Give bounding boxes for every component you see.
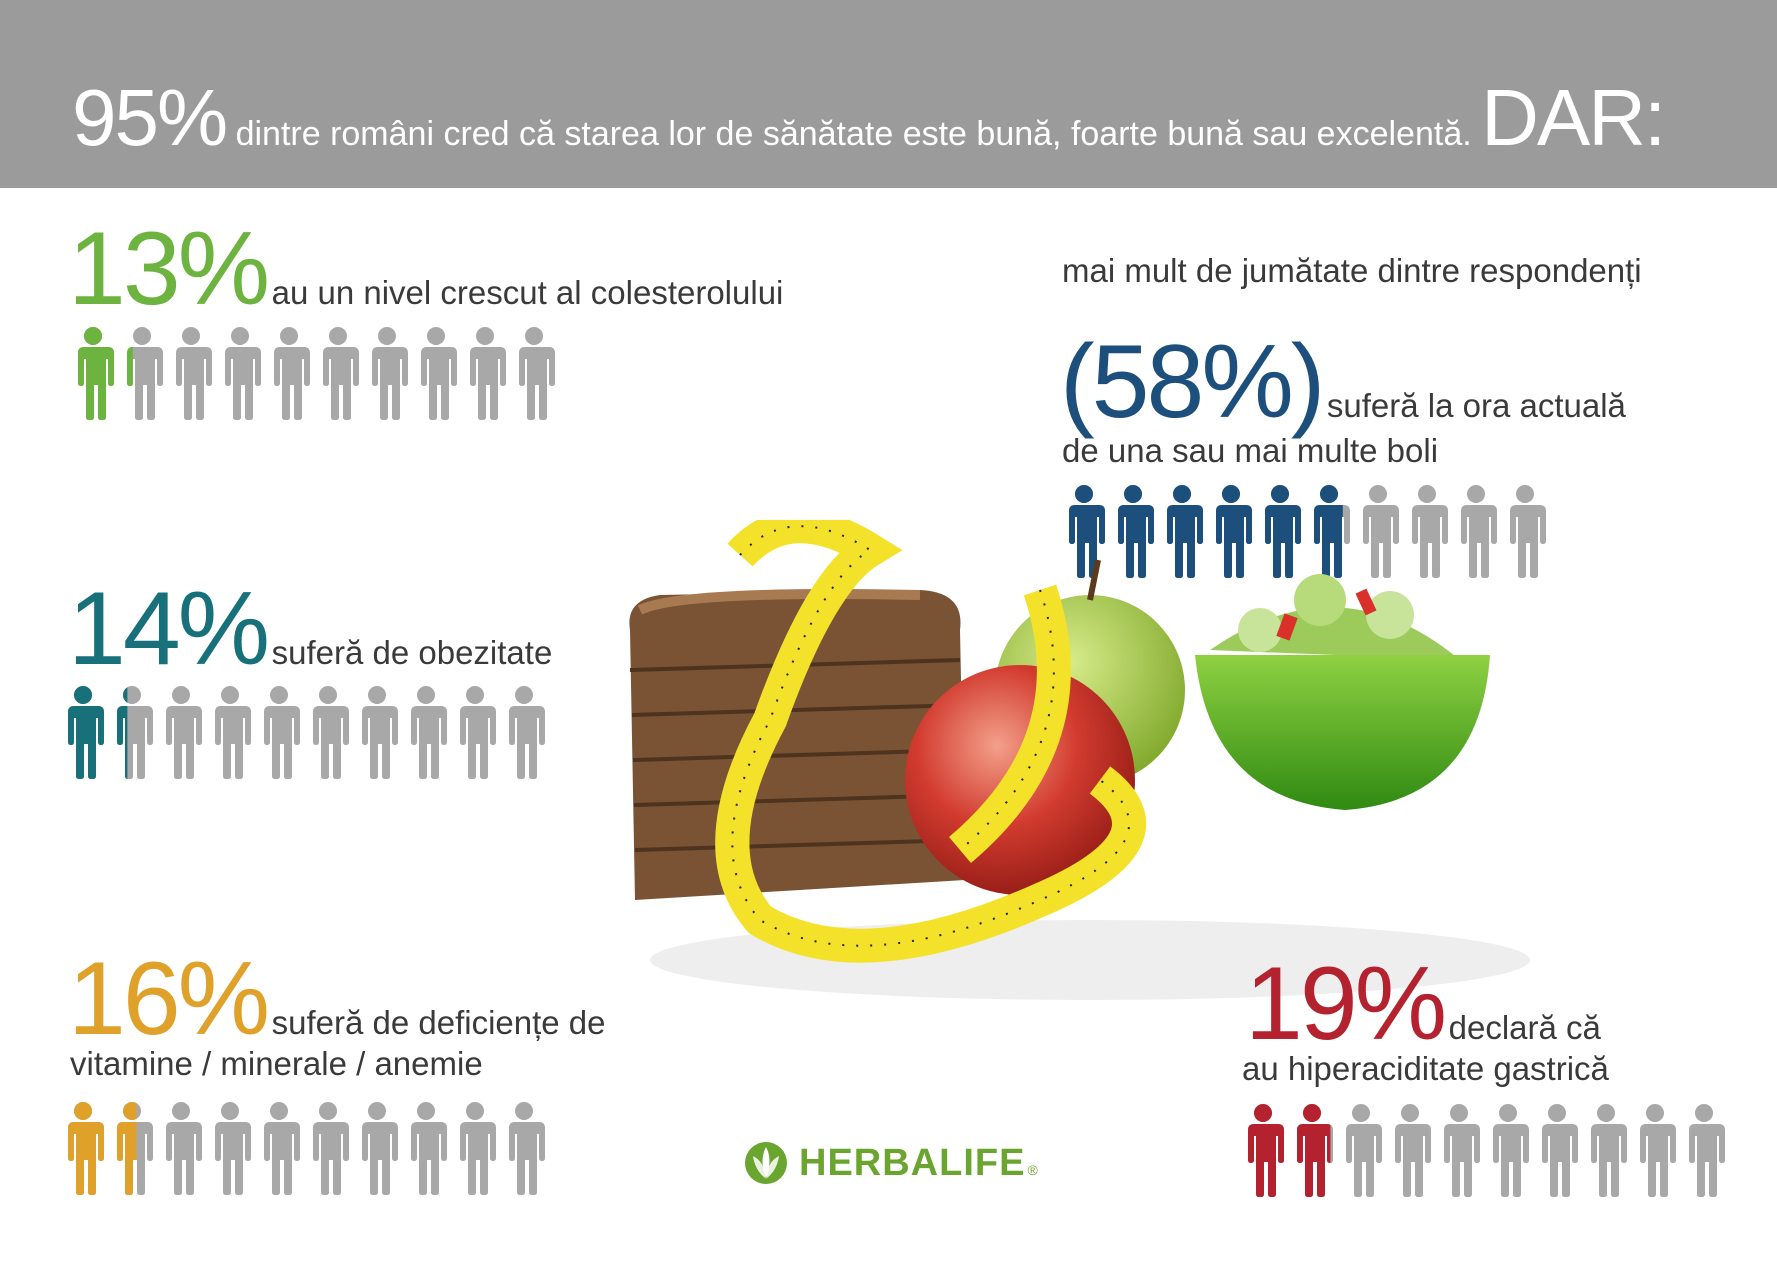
person-icon	[176, 327, 212, 420]
person-icon	[68, 686, 104, 779]
person-icon	[117, 1102, 153, 1195]
person-icon	[460, 1102, 496, 1195]
person-icon	[1265, 485, 1301, 578]
person-icon	[1395, 1104, 1431, 1197]
person-icon	[411, 1102, 447, 1195]
person-icon	[519, 327, 555, 420]
person-icon	[1216, 485, 1252, 578]
person-icon	[323, 327, 359, 420]
person-icon	[509, 1102, 545, 1195]
herbalife-logo: HERBALIFE ®	[743, 1140, 1038, 1186]
person-icon	[1069, 485, 1105, 578]
stat-percentage: 14%	[68, 571, 270, 687]
people-row-deficiency	[60, 1100, 547, 1196]
person-icon	[264, 1102, 300, 1195]
person-icon	[1314, 485, 1350, 578]
logo-text: HERBALIFE	[799, 1141, 1026, 1184]
person-icon	[1346, 1104, 1382, 1197]
person-icon	[313, 1102, 349, 1195]
people-row-acidity	[1240, 1102, 1727, 1198]
header-text: dintre români cred că starea lor de sănă…	[226, 115, 1482, 153]
person-icon	[1118, 485, 1154, 578]
stat-text: suferă de obezitate	[271, 634, 553, 671]
people-row-cholesterol	[70, 325, 557, 421]
stat-percentage: 16%	[68, 941, 270, 1057]
stat-diseases: (58%) suferă la ora actuală	[1060, 323, 1626, 442]
person-icon	[166, 686, 202, 779]
person-icon	[274, 327, 310, 420]
person-icon	[460, 686, 496, 779]
stat-cholesterol: 13% au un nivel crescut al colesterolulu…	[68, 210, 783, 329]
person-icon	[264, 686, 300, 779]
person-icon	[1493, 1104, 1529, 1197]
person-icon	[313, 686, 349, 779]
person-icon	[1167, 485, 1203, 578]
logo-registered-mark: ®	[1027, 1162, 1038, 1178]
stat-deficiency-line2: vitamine / minerale / anemie	[70, 1045, 483, 1082]
stat-percentage: 13%	[68, 211, 270, 327]
person-icon	[411, 686, 447, 779]
person-icon	[470, 327, 506, 420]
people-row-diseases	[1061, 483, 1548, 579]
header-tail: DAR:	[1481, 73, 1666, 162]
person-icon	[1412, 485, 1448, 578]
stat-text: suferă de deficiențe de	[271, 1004, 606, 1041]
person-icon	[1297, 1104, 1333, 1197]
person-icon	[166, 1102, 202, 1195]
stat-text: suferă la ora actuală	[1326, 387, 1626, 424]
person-icon	[1591, 1104, 1627, 1197]
person-icon	[78, 327, 114, 420]
person-icon	[215, 1102, 251, 1195]
person-icon	[1363, 485, 1399, 578]
healthy-food-illustration	[629, 520, 1530, 1000]
stat-text: declară că	[1448, 1009, 1601, 1046]
person-icon	[362, 686, 398, 779]
person-icon	[509, 686, 545, 779]
header-percentage: 95%	[72, 73, 228, 162]
stat-diseases-line2: de una sau mai multe boli	[1062, 432, 1439, 469]
person-icon	[1248, 1104, 1284, 1197]
stat-percentage: (58%)	[1060, 324, 1325, 440]
person-icon	[1510, 485, 1546, 578]
people-row-obesity	[60, 684, 547, 780]
person-icon	[225, 327, 261, 420]
person-icon	[1640, 1104, 1676, 1197]
person-icon	[1542, 1104, 1578, 1197]
person-icon	[372, 327, 408, 420]
person-icon	[215, 686, 251, 779]
person-icon	[1444, 1104, 1480, 1197]
leaf-logo-icon	[745, 1142, 787, 1184]
person-icon	[68, 1102, 104, 1195]
person-icon	[421, 327, 457, 420]
stat-percentage: 19%	[1245, 946, 1447, 1062]
person-icon	[362, 1102, 398, 1195]
stat-acidity-line2: au hiperaciditate gastrică	[1242, 1050, 1609, 1087]
stat-text: au un nivel crescut al colesterolului	[271, 274, 784, 311]
stat-diseases-intro: mai mult de jumătate dintre respondenți	[1062, 252, 1642, 289]
header-statement: 95% dintre români cred că starea lor de …	[72, 72, 1666, 164]
header-banner	[0, 0, 1777, 188]
person-icon	[1461, 485, 1497, 578]
person-icon	[1689, 1104, 1725, 1197]
person-icon	[127, 327, 163, 420]
person-icon	[117, 686, 153, 779]
stat-deficiency: 16% suferă de deficiențe de	[68, 940, 606, 1059]
stat-acidity: 19% declară că	[1245, 945, 1601, 1064]
stat-obesity: 14% suferă de obezitate	[68, 570, 552, 689]
